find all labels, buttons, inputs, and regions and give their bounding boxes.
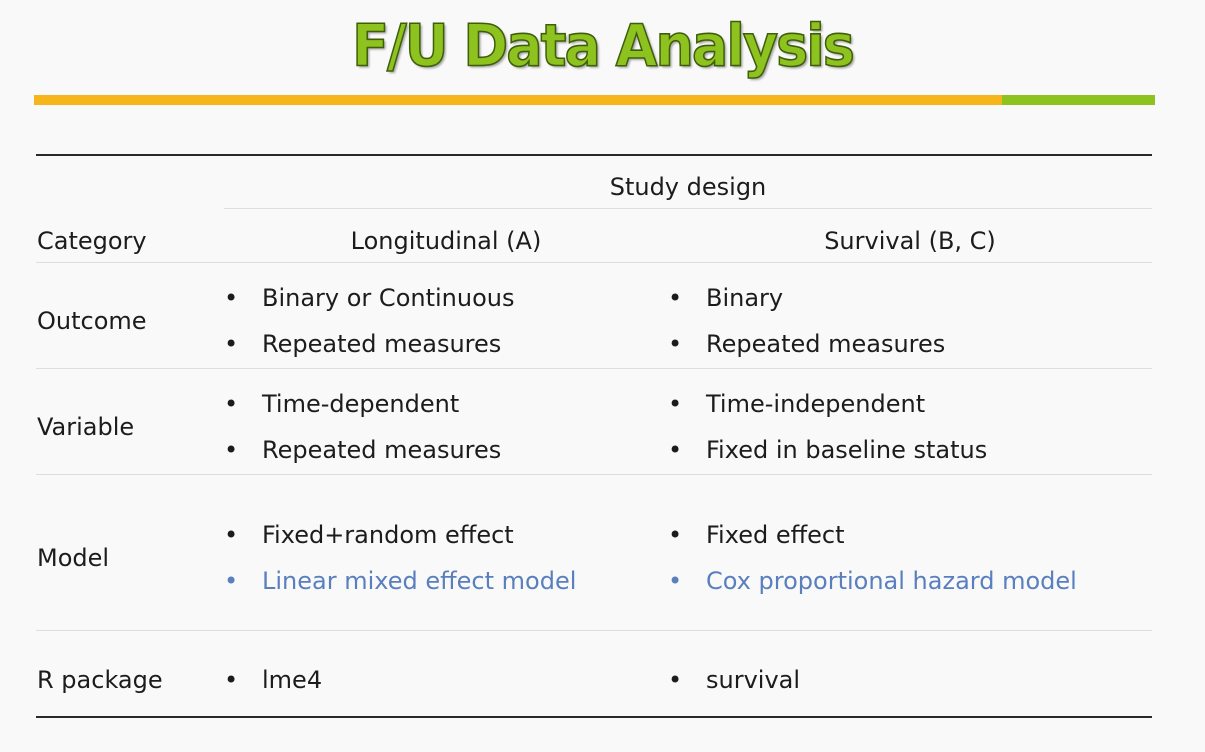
list-item-text: Cox proportional hazard model — [706, 567, 1077, 595]
bullet-icon: • — [224, 284, 239, 312]
list-item-text: Linear mixed effect model — [262, 567, 577, 595]
list-item-text: Fixed in baseline status — [706, 436, 988, 464]
bullet-icon: • — [668, 567, 683, 595]
bullet-icon: • — [224, 521, 239, 549]
row-label-outcome: Outcome — [37, 307, 147, 335]
list-item-text: lme4 — [262, 666, 323, 694]
bullet-icon: • — [668, 390, 683, 418]
list-item-text: survival — [706, 666, 801, 694]
bullet-icon: • — [668, 436, 683, 464]
list-item-text: Time-independent — [706, 390, 926, 418]
group-header-study-design: Study design — [609, 173, 767, 201]
row-divider — [36, 630, 1152, 631]
row-label-r-package: R package — [37, 666, 163, 694]
row-divider — [36, 368, 1152, 369]
bullet-icon: • — [224, 330, 239, 358]
list-item-text: Repeated measures — [262, 330, 502, 358]
table-bottom-rule — [36, 716, 1152, 718]
bullet-icon: • — [224, 436, 239, 464]
list-item-text: Binary — [706, 284, 784, 312]
list-item-text: Time-dependent — [262, 390, 460, 418]
row-label-variable: Variable — [37, 413, 135, 441]
slide-title: F/U Data Analysis — [351, 11, 855, 81]
bullet-icon: • — [224, 567, 239, 595]
table-top-rule — [36, 154, 1152, 156]
list-item-text: Binary or Continuous — [262, 284, 515, 312]
bullet-icon: • — [668, 666, 683, 694]
title-underline-green — [1002, 95, 1155, 105]
title-underline — [34, 95, 1155, 105]
column-header-category: Category — [37, 227, 147, 255]
column-header-survival: Survival (B, C) — [824, 227, 996, 255]
list-item-text: Repeated measures — [262, 436, 502, 464]
list-item-text: Fixed effect — [706, 521, 845, 549]
list-item-text: Fixed+random effect — [262, 521, 514, 549]
row-divider — [36, 474, 1152, 475]
bullet-icon: • — [668, 284, 683, 312]
bullet-icon: • — [224, 666, 239, 694]
bullet-icon: • — [668, 521, 683, 549]
column-header-longitudinal: Longitudinal (A) — [350, 227, 542, 255]
title-underline-orange — [34, 95, 1002, 105]
bullet-icon: • — [668, 330, 683, 358]
bullet-icon: • — [224, 390, 239, 418]
group-header-divider — [224, 208, 1152, 209]
row-label-model: Model — [37, 544, 110, 572]
header-row-divider — [36, 262, 1152, 263]
list-item-text: Repeated measures — [706, 330, 946, 358]
